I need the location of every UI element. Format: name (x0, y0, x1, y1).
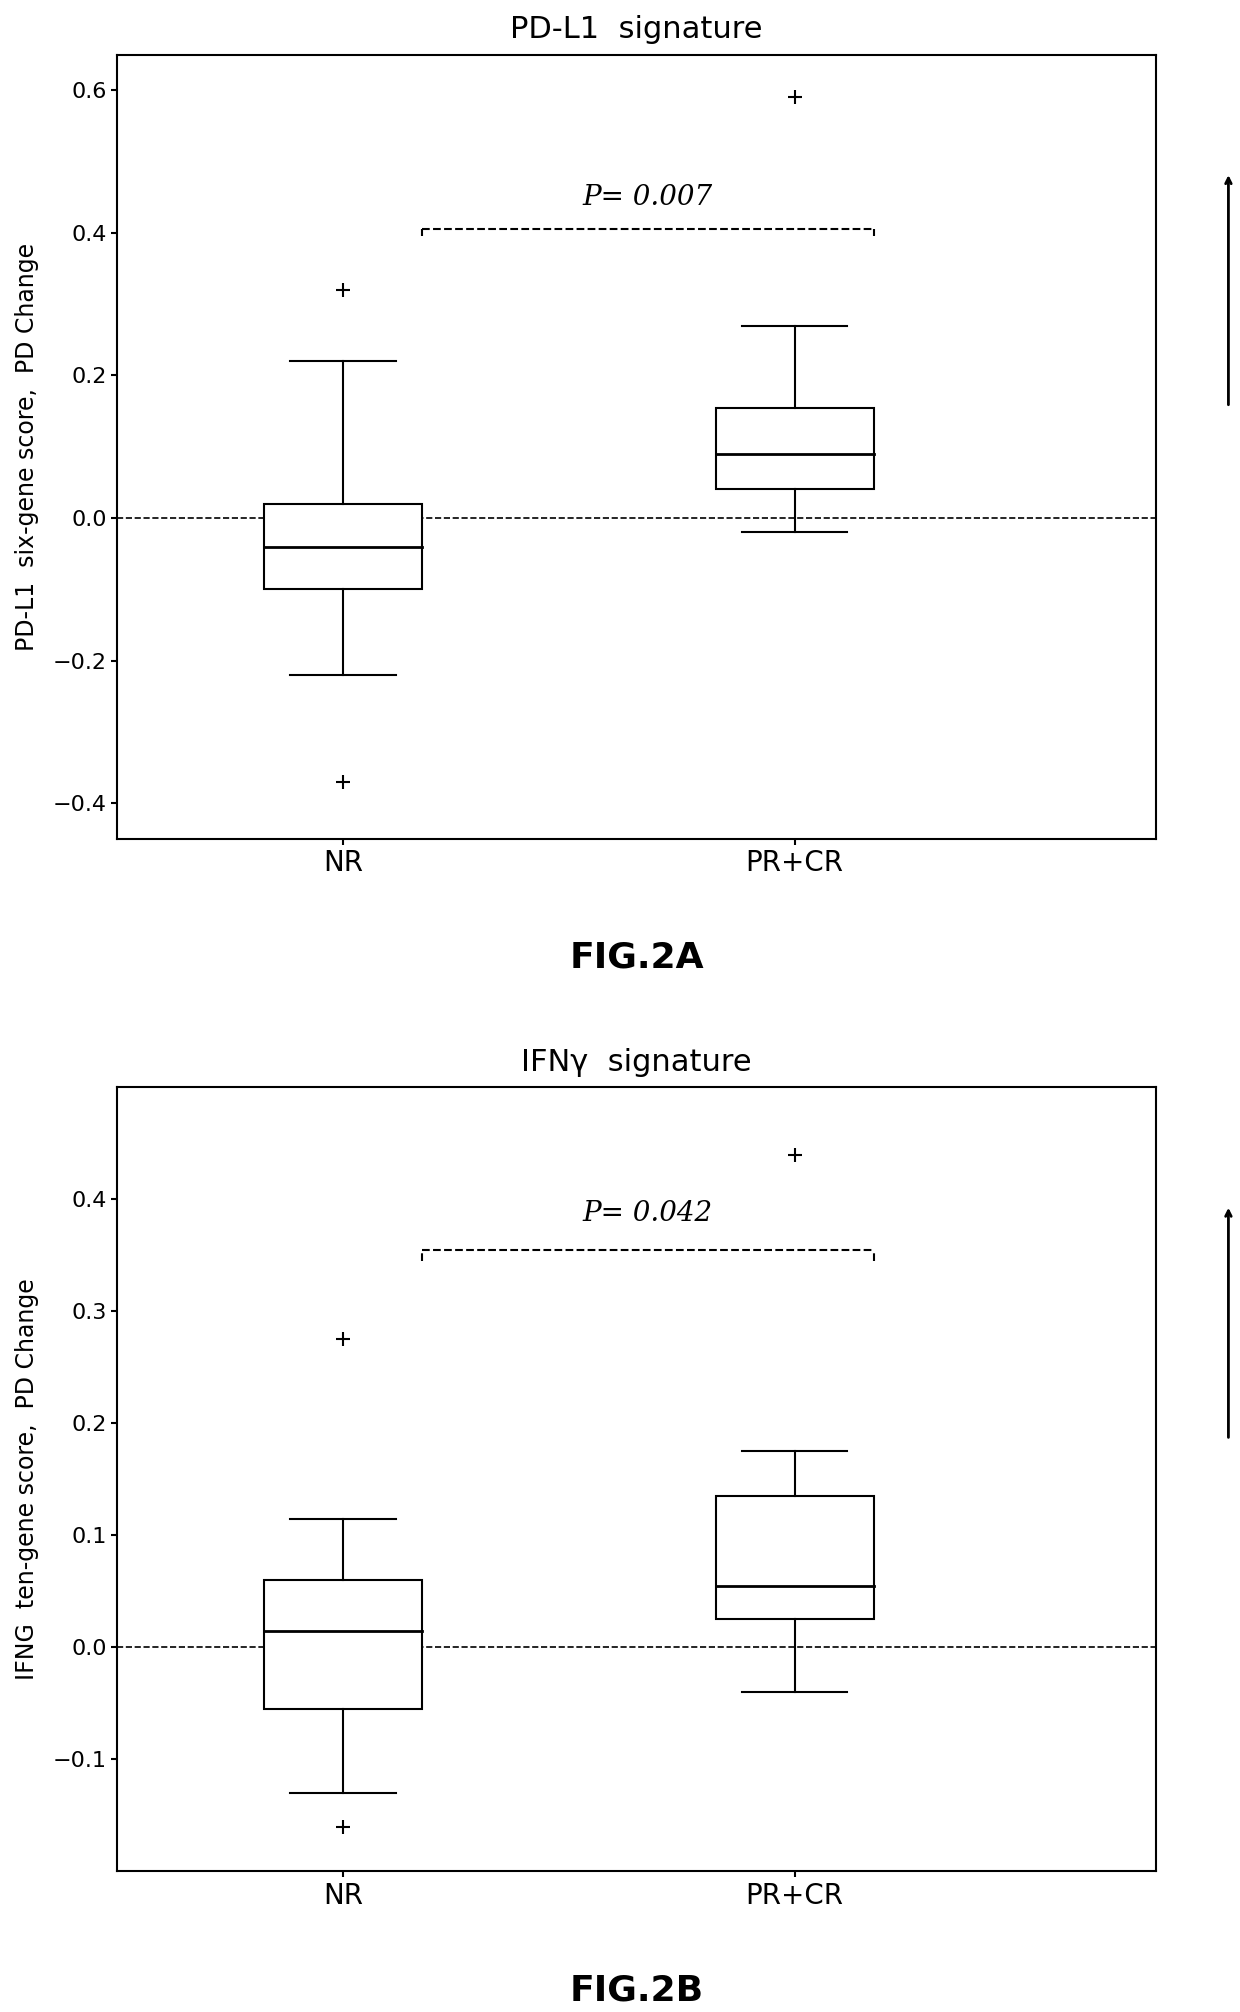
Bar (264, 503, 422, 590)
Text: P= 0.042: P= 0.042 (583, 1201, 713, 1227)
Text: FIG.2B: FIG.2B (569, 1974, 703, 2008)
Title: PD-L1  signature: PD-L1 signature (511, 14, 763, 44)
Bar (264, 1579, 422, 1708)
Bar (715, 1497, 873, 1620)
Text: P= 0.007: P= 0.007 (583, 185, 713, 211)
Text: FIG.2A: FIG.2A (569, 942, 704, 974)
Title: IFNγ  signature: IFNγ signature (521, 1048, 751, 1076)
Bar (715, 408, 873, 489)
Y-axis label: PD-L1  six-gene score,  PD Change: PD-L1 six-gene score, PD Change (15, 243, 38, 650)
Y-axis label: IFNG  ten-gene score,  PD Change: IFNG ten-gene score, PD Change (15, 1278, 38, 1680)
